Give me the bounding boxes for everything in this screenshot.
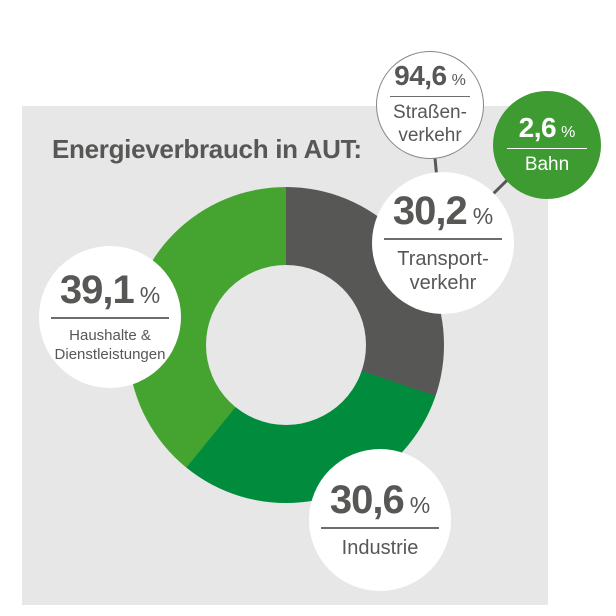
transportverkehr-divider	[384, 238, 502, 240]
strassenverkehr-value: 94,6	[394, 60, 447, 92]
transportverkehr-value: 30,2	[392, 189, 468, 233]
bahn-label: Bahn	[524, 153, 570, 175]
callout-bubble-strassenverkehr: 94,6 % Straßen- verkehr	[376, 51, 484, 159]
transportverkehr-label-line2: verkehr	[409, 272, 477, 294]
haushalte-label-line1: Haushalte &	[69, 326, 151, 344]
donut-hole	[206, 265, 366, 425]
bahn-percent-sign: %	[561, 123, 576, 141]
haushalte-value-row: 39,1 %	[60, 270, 160, 310]
callout-bubble-industrie: 30,6 % Industrie	[309, 449, 451, 591]
chart-title: Energieverbrauch in AUT:	[52, 134, 362, 164]
haushalte-percent-sign: %	[139, 281, 161, 308]
bahn-divider	[507, 147, 587, 149]
haushalte-label-line2: Dienstleistungen	[54, 346, 166, 363]
strassenverkehr-percent-sign: %	[451, 72, 466, 90]
haushalte-value: 39,1	[59, 267, 135, 312]
strassenverkehr-label-line2: verkehr	[398, 125, 462, 146]
transportverkehr-value-row: 30,2 %	[393, 191, 493, 231]
callout-bubble-haushalte: 39,1 % Haushalte & Dienstleistungen	[39, 246, 181, 388]
strassenverkehr-divider	[390, 96, 470, 98]
callout-bubble-transportverkehr: 30,2 % Transport- verkehr	[372, 172, 514, 314]
industrie-value-row: 30,6 %	[330, 480, 430, 520]
transportverkehr-label-line1: Transport-	[397, 248, 489, 270]
haushalte-divider	[51, 316, 169, 319]
strassenverkehr-value-row: 94,6 %	[394, 62, 466, 90]
industrie-percent-sign: %	[409, 492, 431, 518]
industrie-divider	[321, 527, 439, 529]
bahn-value-row: 2,6 %	[518, 111, 576, 143]
strassenverkehr-label-line1: Straßen-	[393, 102, 467, 124]
transportverkehr-percent-sign: %	[472, 203, 494, 229]
bahn-value: 2,6	[518, 111, 557, 143]
industrie-label: Industrie	[341, 537, 419, 559]
callout-bubble-bahn: 2,6 % Bahn	[493, 91, 601, 199]
industrie-value: 30,6	[329, 478, 405, 522]
